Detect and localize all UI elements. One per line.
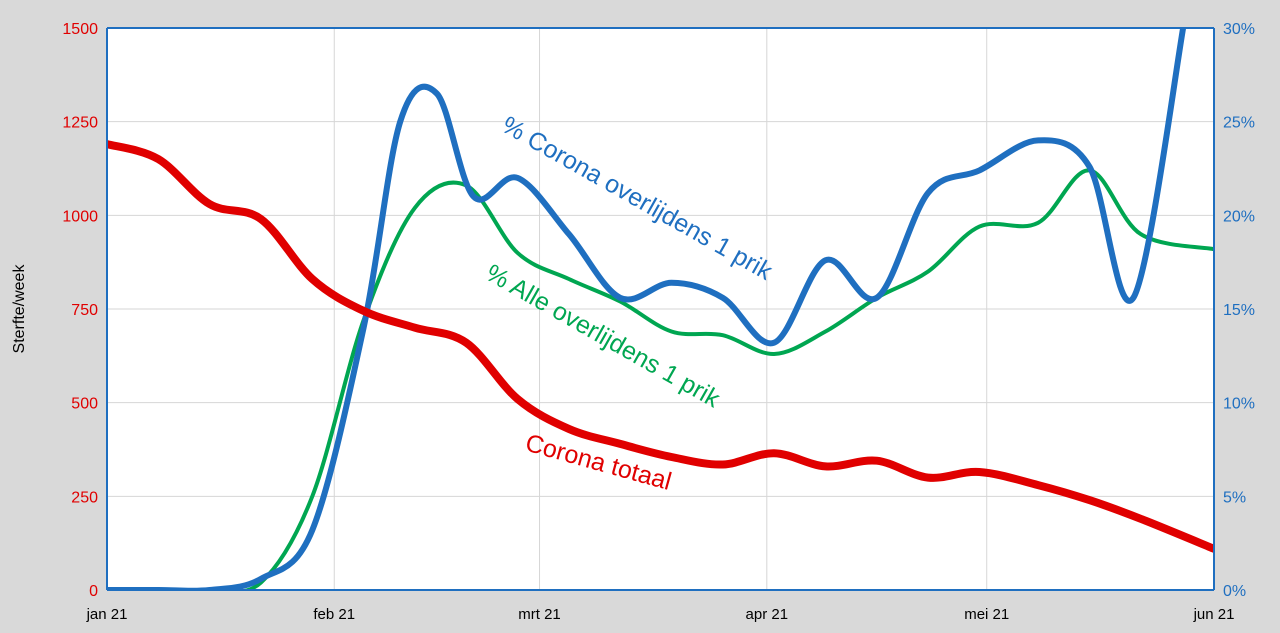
left-tick-label: 1000 (62, 208, 98, 225)
x-tick-label: apr 21 (746, 606, 789, 623)
right-tick-label: 20% (1223, 208, 1255, 225)
left-tick-label: 500 (71, 396, 98, 413)
series-line-corona-totaal (107, 140, 1214, 553)
series-line-corona-1-prik (107, 28, 1187, 590)
left-tick-label: 250 (71, 489, 98, 506)
y-axis-label: Sterfte/week (11, 264, 28, 354)
x-tick-label: mrt 21 (518, 606, 561, 623)
left-tick-label: 1250 (62, 115, 98, 132)
right-tick-label: 25% (1223, 115, 1255, 132)
right-tick-label: 10% (1223, 396, 1255, 413)
right-tick-label: 0% (1223, 583, 1246, 600)
x-tick-label: mei 21 (964, 606, 1009, 623)
x-tick-label: jan 21 (86, 606, 128, 623)
left-tick-label: 0 (89, 583, 98, 600)
left-tick-label: 1500 (62, 21, 98, 38)
right-tick-labels: 0% 5% 10% 15% 20% 25% 30% (1223, 21, 1255, 600)
left-tick-label: 750 (71, 302, 98, 319)
right-tick-label: 5% (1223, 489, 1246, 506)
x-tick-label: feb 21 (313, 606, 355, 623)
left-tick-labels: 0 250 500 750 1000 1250 1500 (62, 21, 98, 600)
x-tick-labels: jan 21 feb 21 mrt 21 apr 21 mei 21 jun 21 (86, 606, 1235, 623)
right-tick-label: 15% (1223, 302, 1255, 319)
series-layer (107, 28, 1214, 590)
x-tick-label: jun 21 (1193, 606, 1235, 623)
right-tick-label: 30% (1223, 21, 1255, 38)
series-line-alle-1-prik (107, 168, 1214, 590)
